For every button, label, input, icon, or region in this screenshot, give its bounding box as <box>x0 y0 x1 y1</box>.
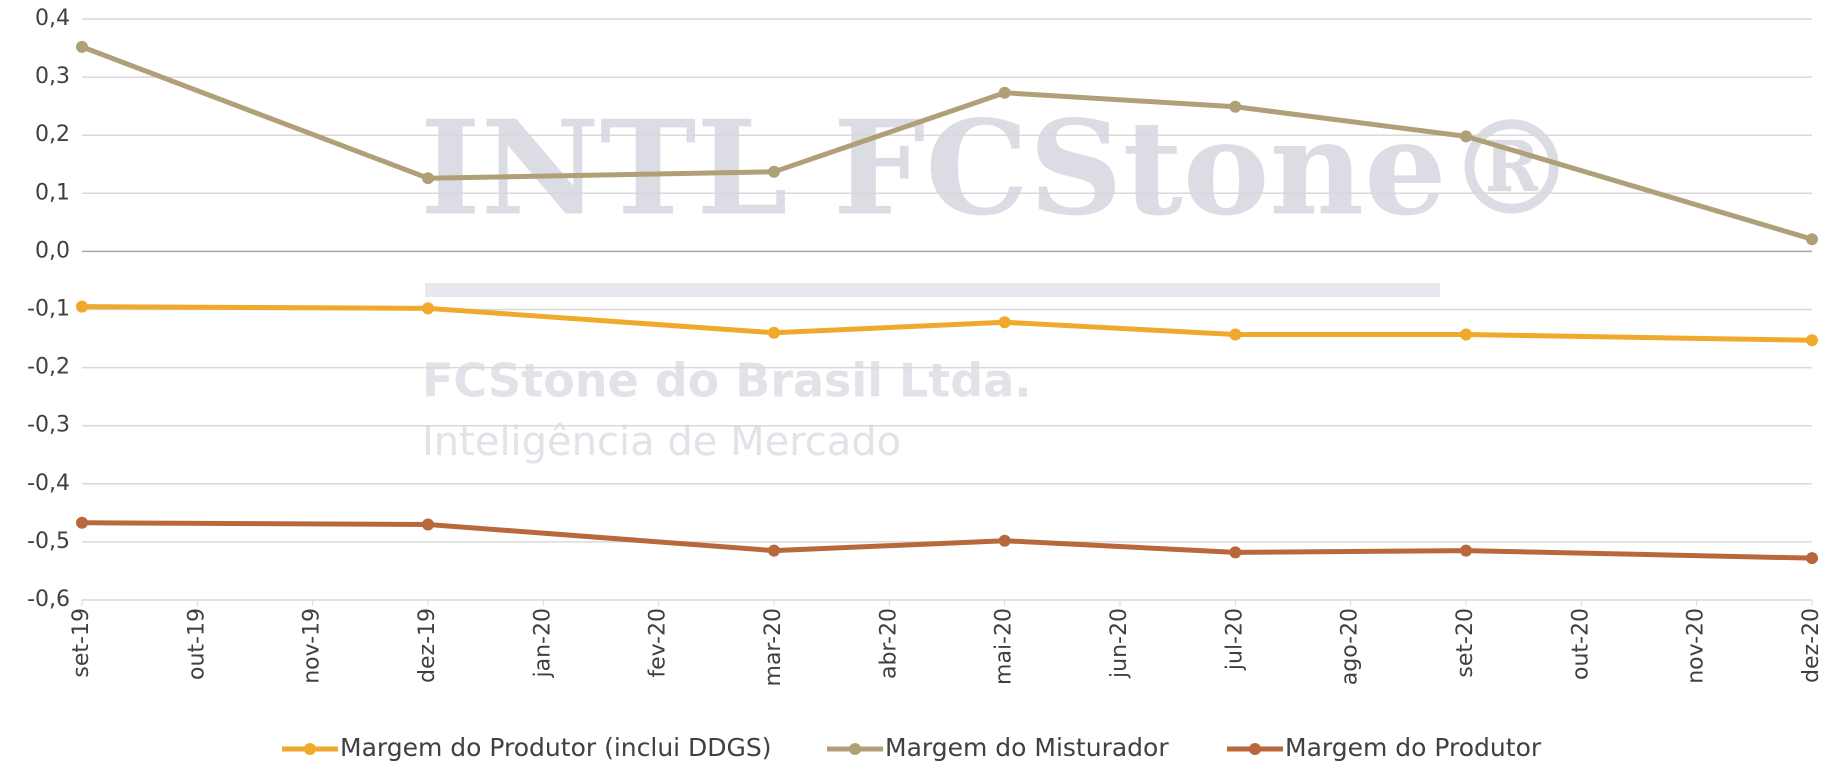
data-point <box>1460 328 1472 341</box>
data-point <box>422 518 434 531</box>
legend-label: Margem do Produtor <box>1285 733 1542 762</box>
data-point <box>76 300 88 313</box>
y-tick-label: -0,6 <box>27 587 70 612</box>
data-point <box>422 302 434 315</box>
x-tick-label: fev-20 <box>646 608 671 678</box>
series-line <box>81 520 1813 561</box>
data-point <box>1229 328 1242 341</box>
x-tick-label: jan-20 <box>530 608 555 678</box>
x-tick-label: mar-20 <box>761 608 786 686</box>
watermark: INTL FCStone® FCStone do Brasil Ltda. In… <box>420 92 1577 466</box>
data-point <box>998 534 1011 547</box>
watermark-bar <box>425 283 1440 297</box>
data-point <box>1460 130 1472 143</box>
watermark-unit: Inteligência de Mercado <box>422 419 901 465</box>
y-tick-label: 0,0 <box>35 238 70 263</box>
data-point <box>1460 544 1472 557</box>
x-tick-label: nov-20 <box>1684 608 1709 684</box>
data-point <box>1229 100 1242 113</box>
data-point <box>998 86 1011 99</box>
legend-label: Margem do Misturador <box>885 733 1169 762</box>
y-tick-label: 0,4 <box>35 6 70 31</box>
x-tick-label: jul-20 <box>1222 608 1247 671</box>
watermark-company: FCStone do Brasil Ltda. <box>422 354 1032 408</box>
x-tick-label: jun-20 <box>1107 608 1132 679</box>
data-point <box>768 544 780 557</box>
data-point <box>422 172 434 185</box>
x-tick-label: nov-19 <box>300 608 325 684</box>
y-tick-label: -0,1 <box>27 297 70 322</box>
legend-marker <box>304 743 316 755</box>
y-tick-label: -0,4 <box>27 471 70 496</box>
x-tick-label: out-19 <box>184 608 209 680</box>
y-tick-label: 0,2 <box>35 122 70 147</box>
data-point <box>76 516 88 529</box>
legend-marker <box>1249 743 1261 755</box>
legend-marker <box>849 743 861 755</box>
legend-label: Margem do Produtor (inclui DDGS) <box>340 733 772 762</box>
x-tick-label: ago-20 <box>1338 608 1363 685</box>
y-tick-label: -0,3 <box>27 413 70 438</box>
data-point <box>768 165 780 178</box>
data-point <box>768 326 780 339</box>
data-point <box>76 40 88 53</box>
x-tick-label: abr-20 <box>876 608 901 679</box>
data-point <box>1229 546 1242 559</box>
data-point <box>1806 233 1818 246</box>
x-tick-label: set-19 <box>69 608 94 678</box>
data-point <box>1806 334 1818 347</box>
x-tick-label: set-20 <box>1453 608 1478 678</box>
x-tick-label: mai-20 <box>992 608 1017 685</box>
x-tick-label: out-20 <box>1568 608 1593 680</box>
watermark-brand: INTL FCStone® <box>420 92 1577 245</box>
series-line <box>81 304 1813 343</box>
y-tick-label: -0,2 <box>27 355 70 380</box>
x-tick-label: dez-20 <box>1799 608 1824 683</box>
y-tick-label: 0,3 <box>35 64 70 89</box>
data-point <box>1806 552 1818 565</box>
data-point <box>998 316 1011 329</box>
y-tick-label: -0,5 <box>27 529 70 554</box>
y-tick-label: 0,1 <box>35 180 70 205</box>
x-tick-label: dez-19 <box>415 608 440 683</box>
